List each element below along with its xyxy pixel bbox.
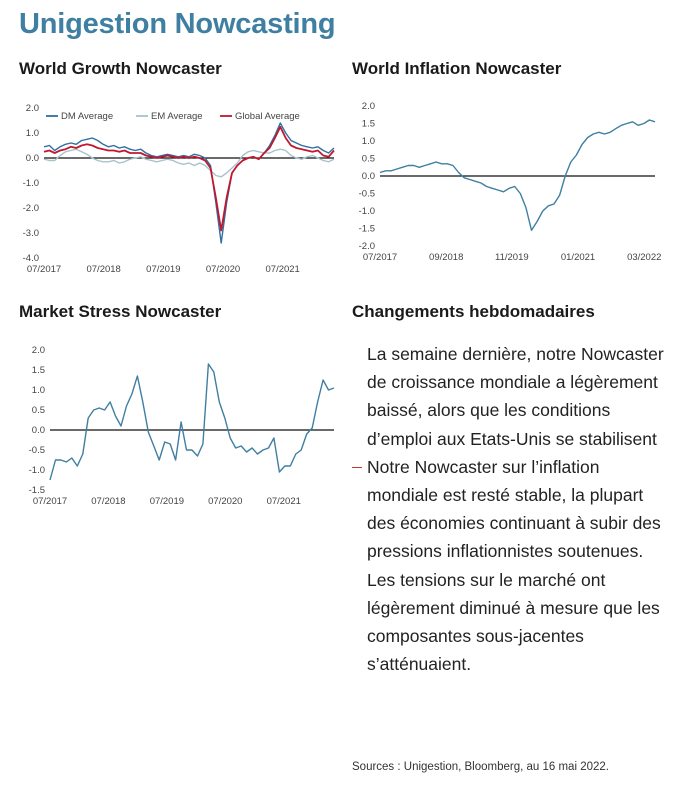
legend-label: DM Average bbox=[61, 111, 113, 122]
y-tick-label: -1.5 bbox=[29, 485, 45, 496]
inflation-chart: 2.0 1.5 1.0 0.5 0.0 -0.5 -1.0 -1.5 -2.007/2017 09… bbox=[359, 101, 662, 263]
x-tick-label: 07/2021 bbox=[266, 264, 300, 275]
y-tick-label: 2.0 bbox=[32, 345, 45, 356]
x-tick-label: 07/2019 bbox=[150, 496, 184, 507]
y-tick-label: 2.0 bbox=[362, 101, 375, 112]
x-tick-label: 03/2022 bbox=[627, 252, 661, 263]
x-tick-label: 07/2017 bbox=[363, 252, 397, 263]
x-tick-label: 07/2017 bbox=[27, 264, 61, 275]
growth-chart-title: World Growth Nowcaster bbox=[19, 59, 222, 78]
y-tick-label: 0.5 bbox=[362, 154, 375, 165]
y-tick-label: 1.0 bbox=[32, 385, 45, 396]
y-tick-label: -4.0 bbox=[23, 253, 39, 264]
y-tick-label: -3.0 bbox=[23, 228, 39, 239]
y-tick-label: 0.0 bbox=[362, 171, 375, 182]
y-tick-label: 1.5 bbox=[362, 119, 375, 130]
legend-label: EM Average bbox=[151, 111, 203, 122]
series-line-dm-average bbox=[43, 122, 335, 244]
x-tick-label: 07/2021 bbox=[267, 496, 301, 507]
x-tick-label: 07/2020 bbox=[208, 496, 242, 507]
y-tick-label: 1.0 bbox=[362, 136, 375, 147]
y-tick-label: 1.0 bbox=[26, 128, 39, 139]
x-tick-label: 09/2018 bbox=[429, 252, 463, 263]
y-tick-label: 0.0 bbox=[26, 153, 39, 164]
y-tick-label: -2.0 bbox=[359, 241, 375, 252]
stress-chart: 2.0 1.5 1.0 0.5 0.0 -0.5 -1.0 -1.507/2017 07/201… bbox=[29, 345, 335, 507]
inflation-chart-title: World Inflation Nowcaster bbox=[352, 59, 562, 78]
y-tick-label: -0.5 bbox=[359, 189, 375, 200]
y-tick-label: -1.0 bbox=[23, 178, 39, 189]
y-tick-label: -2.0 bbox=[23, 203, 39, 214]
sources-note: Sources : Unigestion, Bloomberg, au 16 m… bbox=[352, 761, 609, 773]
series-line-global-average bbox=[43, 125, 335, 232]
weekly-changes-title: Changements hebdomadaires bbox=[352, 302, 595, 321]
x-tick-label: 07/2018 bbox=[91, 496, 125, 507]
x-tick-label: 07/2017 bbox=[33, 496, 67, 507]
x-tick-label: 07/2019 bbox=[146, 264, 180, 275]
bullet-dash bbox=[352, 466, 362, 469]
x-tick-label: 01/2021 bbox=[561, 252, 595, 263]
y-tick-label: 2.0 bbox=[26, 103, 39, 114]
weekly-change-stress: Les tensions sur le marché ont légèremen… bbox=[367, 569, 660, 675]
series-line-stress bbox=[49, 363, 335, 481]
x-tick-label: 07/2018 bbox=[86, 264, 120, 275]
series-line-inflation bbox=[379, 119, 656, 232]
y-tick-label: 0.5 bbox=[32, 405, 45, 416]
y-tick-label: -1.5 bbox=[359, 224, 375, 235]
stress-chart-title: Market Stress Nowcaster bbox=[19, 302, 222, 321]
growth-chart: 2.0 1.0 0.0 -1.0 -2.0 -3.0 -4.007/2017 07/2018 0… bbox=[23, 103, 335, 275]
page-title: Unigestion Nowcasting bbox=[19, 8, 336, 40]
y-tick-label: -1.0 bbox=[359, 206, 375, 217]
weekly-changes: La semaine dernière, notre Nowcaster de … bbox=[352, 340, 672, 678]
y-tick-label: -0.5 bbox=[29, 445, 45, 456]
weekly-change-growth: La semaine dernière, notre Nowcaster de … bbox=[367, 344, 664, 449]
legend-label: Global Average bbox=[235, 111, 300, 122]
y-tick-label: 0.0 bbox=[32, 425, 45, 436]
x-tick-label: 11/2019 bbox=[495, 252, 529, 263]
x-tick-label: 07/2020 bbox=[206, 264, 240, 275]
y-tick-label: 1.5 bbox=[32, 365, 45, 376]
weekly-change-inflation: Notre Nowcaster sur l’inflation mondiale… bbox=[352, 453, 672, 566]
y-tick-label: -1.0 bbox=[29, 465, 45, 476]
series-line-em-average bbox=[43, 148, 335, 178]
